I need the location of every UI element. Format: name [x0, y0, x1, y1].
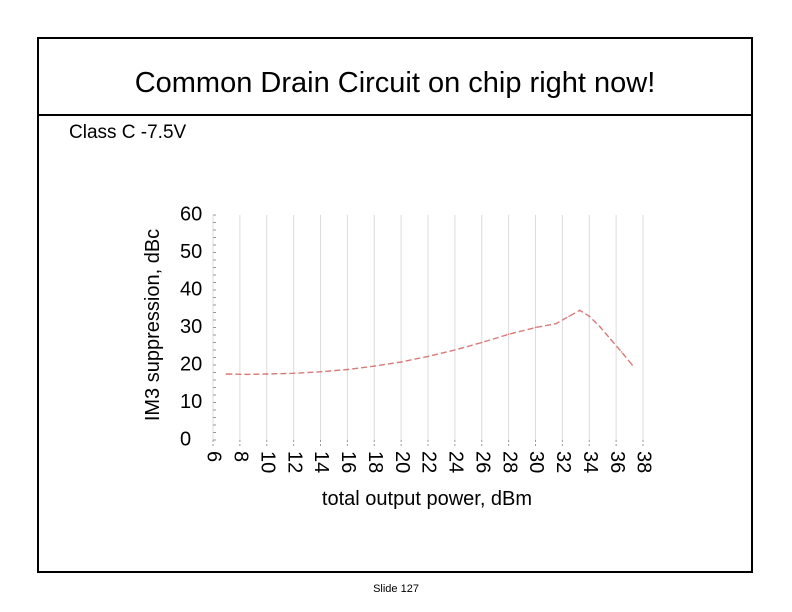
data-point [631, 364, 634, 366]
data-point [599, 325, 601, 328]
data-point [245, 373, 248, 376]
x-tick-label: 38 [633, 451, 655, 473]
y-tick-label: 0 [180, 428, 191, 450]
data-point [554, 322, 557, 325]
x-tick-label: 22 [418, 451, 440, 473]
grid [212, 214, 644, 446]
data-point [609, 338, 612, 341]
x-tick-label: 30 [525, 451, 547, 473]
x-tick-label: 18 [364, 451, 386, 473]
tick-labels: 6 8 10 12 14 16 18 20 22 24 26 28 30 32 34 36 3801020304… [180, 203, 655, 473]
data-point [346, 368, 349, 371]
slide-frame: Common Drain Circuit on chip right now! … [37, 37, 753, 573]
series-layer [225, 309, 634, 376]
data-point [400, 361, 402, 363]
x-tick-label: 36 [606, 451, 628, 473]
data-point [373, 365, 376, 367]
x-tick-label: 12 [283, 451, 305, 473]
data-point [427, 355, 429, 358]
y-tick-label: 40 [180, 278, 202, 300]
x-tick-label: 26 [471, 451, 493, 473]
data-point [480, 341, 483, 344]
slide-number: Slide 127 [373, 583, 419, 595]
y-tick-label: 30 [180, 316, 202, 338]
x-tick-label: 24 [445, 451, 467, 473]
x-axis-label: total output power, dBm [322, 488, 532, 510]
data-point [534, 326, 537, 329]
x-tick-label: 10 [256, 451, 278, 473]
y-tick-label: 10 [180, 391, 202, 413]
slide-title: Common Drain Circuit on chip right now! [134, 67, 656, 99]
data-point [225, 373, 228, 375]
x-tick-label: 32 [552, 451, 574, 473]
x-tick-label: 6 [203, 451, 225, 462]
y-tick-label: 50 [180, 241, 202, 263]
x-tick-label: 8 [230, 451, 252, 462]
x-tick-label: 34 [579, 451, 601, 473]
data-point [265, 373, 268, 375]
x-tick-label: 16 [337, 451, 359, 473]
x-tick-label: 28 [498, 451, 520, 473]
x-tick-label: 20 [391, 451, 413, 473]
data-point [507, 333, 510, 336]
y-tick-label: 60 [180, 203, 202, 225]
data-point [292, 372, 295, 375]
data-point [319, 370, 322, 373]
y-tick-label: 20 [180, 353, 202, 375]
x-tick-label: 14 [310, 451, 332, 473]
slide-subtitle: Class C -7.5V [69, 122, 187, 143]
data-point [579, 309, 581, 312]
data-point [588, 315, 591, 318]
series-line [226, 309, 633, 376]
data-point [568, 315, 570, 318]
data-point [620, 351, 623, 353]
title-bar: Common Drain Circuit on chip right now! [39, 39, 751, 116]
data-point [454, 349, 456, 351]
y-axis-label: IM3 suppression, dBc [142, 229, 164, 421]
